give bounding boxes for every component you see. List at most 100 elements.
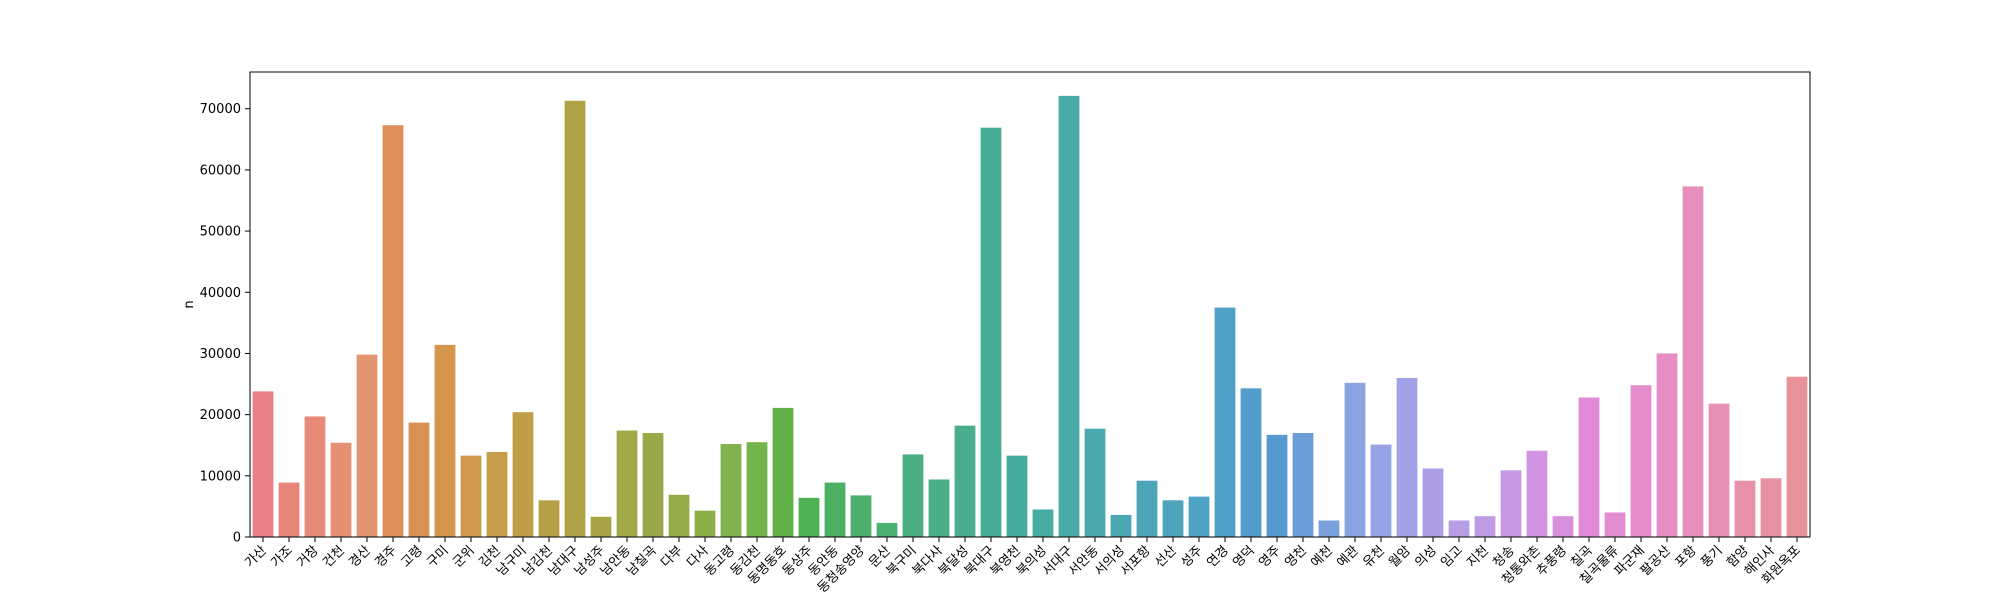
x-axis: 가산가조거창건천경산경주고령구미군위김천남구미남김천남대구남성주남안동남칠곡다부… [242, 537, 1804, 596]
bar-남김천 [538, 500, 560, 537]
bar-청통와촌 [1526, 450, 1548, 537]
x-tick-label: 영천 [1282, 543, 1310, 571]
bar-서포항 [1136, 480, 1158, 537]
x-tick-label: 풍기 [1698, 543, 1726, 571]
x-tick-label: 지천 [1464, 543, 1492, 571]
bars-group [252, 95, 1808, 538]
bar-경주 [382, 125, 404, 538]
bar-경산 [356, 354, 378, 537]
bar-풍기 [1708, 403, 1730, 537]
bar-칠곡 [1578, 397, 1600, 537]
bar-성주 [1188, 496, 1210, 537]
bar-남안동 [616, 430, 638, 537]
bar-서안동 [1084, 428, 1106, 537]
bar-군위 [460, 455, 482, 537]
bar-지천 [1474, 516, 1496, 537]
bar-남성주 [590, 516, 612, 537]
bar-남구미 [512, 412, 534, 537]
x-tick-label: 가산 [242, 543, 270, 571]
y-axis-label: n [182, 300, 197, 308]
x-tick-label: 포항 [1672, 543, 1700, 571]
bar-팔공산 [1656, 353, 1678, 537]
x-tick-label: 구미 [424, 543, 452, 571]
bar-다사 [694, 510, 716, 537]
bar-화원옥포 [1786, 376, 1808, 537]
x-tick-label: 영덕 [1230, 543, 1258, 571]
x-tick-label: 예천 [1308, 543, 1336, 571]
plot-frame [249, 71, 1811, 538]
bar-남대구 [564, 100, 586, 537]
y-tick-label: 60000 [200, 163, 241, 178]
x-tick-label: 거창 [294, 543, 322, 571]
y-tick-label: 70000 [200, 102, 241, 117]
bar-동명동호 [772, 407, 794, 537]
x-tick-label: 팔공산 [1638, 543, 1674, 579]
x-tick-label: 고령 [398, 543, 426, 571]
x-tick-label: 임고 [1438, 543, 1466, 571]
x-tick-label: 군위 [450, 543, 478, 571]
bar-포항 [1682, 186, 1704, 537]
bar-선산 [1162, 500, 1184, 537]
x-tick-label: 월암 [1386, 543, 1414, 571]
bar-구미 [434, 344, 456, 537]
bar-문산 [876, 522, 898, 537]
bar-동청송영양 [850, 495, 872, 537]
y-tick-label: 10000 [200, 469, 241, 484]
x-tick-label: 경산 [346, 543, 374, 571]
bar-가조 [278, 482, 300, 537]
y-tick-label: 40000 [200, 286, 241, 301]
bar-의성 [1422, 468, 1444, 537]
x-tick-label: 서포항 [1118, 543, 1154, 579]
bar-북영천 [1006, 455, 1028, 537]
bar-동상주 [798, 497, 820, 537]
bar-고령 [408, 422, 430, 537]
bar-건천 [330, 442, 352, 537]
bar-함양 [1734, 480, 1756, 537]
bar-유천 [1370, 444, 1392, 537]
bar-남칠곡 [642, 432, 664, 537]
bar-영주 [1266, 434, 1288, 537]
bar-월암 [1396, 377, 1418, 537]
bar-칠곡물류 [1604, 512, 1626, 537]
x-tick-label: 추풍령 [1534, 543, 1570, 579]
bar-해인사 [1760, 478, 1782, 537]
bar-북달성 [954, 425, 976, 537]
bar-가산 [252, 391, 274, 537]
bar-북다사 [928, 479, 950, 537]
x-tick-label: 선산 [1152, 543, 1180, 571]
y-tick-label: 20000 [200, 408, 241, 423]
x-tick-label: 남칠곡 [624, 543, 660, 579]
y-tick-label: 30000 [200, 347, 241, 362]
x-tick-label: 유천 [1360, 543, 1388, 571]
x-tick-label: 가조 [268, 543, 296, 571]
bar-파군재 [1630, 385, 1652, 537]
bar-북대구 [980, 127, 1002, 537]
bar-청송 [1500, 470, 1522, 537]
bar-다부 [668, 494, 690, 537]
bar-추풍령 [1552, 516, 1574, 537]
bar-서의성 [1110, 514, 1132, 537]
x-tick-label: 의성 [1412, 543, 1440, 571]
bar-영천 [1292, 432, 1314, 537]
x-tick-label: 영주 [1256, 543, 1284, 571]
x-tick-label: 성주 [1178, 543, 1206, 571]
x-tick-label: 예관 [1334, 543, 1362, 571]
bar-동김천 [746, 442, 768, 537]
bar-북구미 [902, 454, 924, 537]
x-tick-label: 다부 [658, 543, 686, 571]
bar-동고령 [720, 444, 742, 537]
bar-임고 [1448, 520, 1470, 537]
bar-북의성 [1032, 509, 1054, 537]
bar-거창 [304, 416, 326, 537]
y-axis: 0 10000 20000 30000 40000 50000 60000 70000 [200, 102, 250, 546]
bar-서대구 [1058, 95, 1080, 537]
y-tick-label: 0 [233, 531, 241, 546]
x-tick-label: 경주 [372, 543, 400, 571]
x-tick-label: 연경 [1204, 543, 1232, 571]
bar-연경 [1214, 307, 1236, 537]
bar-김천 [486, 451, 508, 537]
x-tick-label: 건천 [320, 543, 348, 571]
y-tick-label: 50000 [200, 225, 241, 240]
